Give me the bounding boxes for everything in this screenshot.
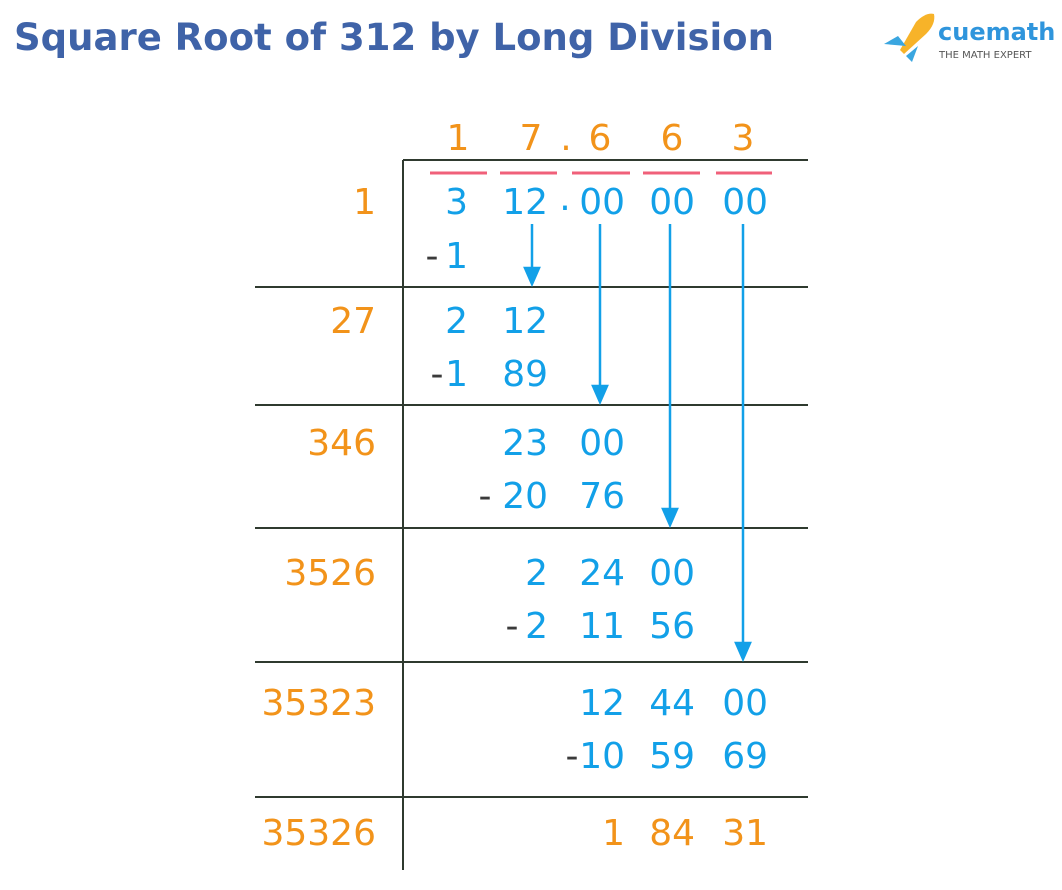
digit-group: 12: [502, 301, 548, 342]
digit-group: 00: [579, 182, 625, 223]
rocket-icon: [900, 13, 935, 54]
arrow-head: [734, 641, 752, 663]
digit-group: 76: [579, 476, 625, 517]
digit-group: 56: [649, 606, 695, 647]
remainder-digits: 1: [602, 813, 625, 854]
minus-sign: -: [479, 476, 492, 517]
quotient-digit: 7: [520, 118, 543, 159]
digit-group: 00: [722, 182, 768, 223]
digit-group: 3: [445, 182, 468, 223]
division-frame: [255, 159, 808, 870]
minus-sign: -: [566, 736, 579, 777]
digit-group: 11: [579, 606, 625, 647]
minus-sign: -: [426, 236, 439, 277]
arrow-head: [591, 384, 609, 406]
digit-group: 1: [445, 236, 468, 277]
quotient-digit: 6: [589, 118, 612, 159]
digit-group: 20: [502, 476, 548, 517]
remainder-digits: 31: [722, 813, 768, 854]
digit-group: 12: [579, 683, 625, 724]
digit-group: 1: [445, 354, 468, 395]
quotient-digit: 6: [661, 118, 684, 159]
digit-group: 59: [649, 736, 695, 777]
logo-tagline: THE MATH EXPERT: [938, 50, 1032, 61]
digit-group: 23: [502, 423, 548, 464]
divisor: 35326: [261, 813, 376, 854]
divisor: 27: [330, 301, 376, 342]
digit-group: 24: [579, 553, 625, 594]
divisor: 35323: [261, 683, 376, 724]
arrow-head: [661, 507, 679, 529]
digit-group: 2: [445, 301, 468, 342]
minus-sign: -: [431, 354, 444, 395]
rocket-fin: [884, 36, 918, 62]
digit-group: 89: [502, 354, 548, 395]
logo: cuemath THE MATH EXPERT: [884, 13, 1055, 62]
divisor: 1: [353, 182, 376, 223]
digit-group: 10: [579, 736, 625, 777]
digit-group: 00: [649, 553, 695, 594]
divisor: 3526: [284, 553, 376, 594]
title: Square Root of 312 by Long Division: [14, 16, 774, 59]
digit-group: 00: [579, 423, 625, 464]
quotient-digit: 1: [447, 118, 470, 159]
remainder-digits: 84: [649, 813, 695, 854]
digit-group: 69: [722, 736, 768, 777]
arrow-head: [523, 266, 541, 288]
digit-group: 2: [525, 553, 548, 594]
digit-group: 00: [722, 683, 768, 724]
divisor: 346: [307, 423, 376, 464]
decimal-point: .: [559, 178, 570, 219]
minus-sign: -: [506, 606, 519, 647]
digit-group: 2: [525, 606, 548, 647]
logo-brand: cuemath: [938, 18, 1055, 46]
digit-group: 00: [649, 182, 695, 223]
digit-group: 12: [502, 182, 548, 223]
quotient-digit: .: [560, 118, 571, 159]
digit-group: 44: [649, 683, 695, 724]
quotient-digit: 3: [732, 118, 755, 159]
arrows: [523, 224, 752, 663]
